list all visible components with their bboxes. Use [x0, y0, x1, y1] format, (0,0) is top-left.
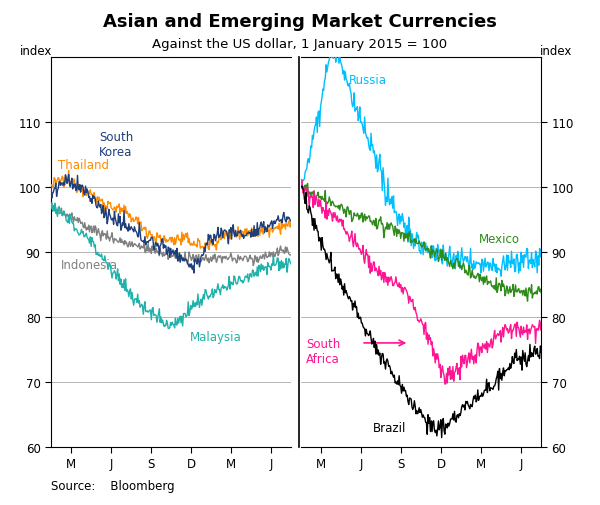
Text: Indonesia: Indonesia — [61, 259, 118, 272]
Text: Asian and Emerging Market Currencies: Asian and Emerging Market Currencies — [103, 13, 497, 31]
Text: Russia: Russia — [349, 74, 387, 87]
Text: South
Korea: South Korea — [99, 130, 133, 158]
Text: Malaysia: Malaysia — [190, 330, 242, 343]
Text: Thailand: Thailand — [58, 158, 109, 171]
Text: Against the US dollar, 1 January 2015 = 100: Against the US dollar, 1 January 2015 = … — [152, 38, 448, 51]
Text: Brazil: Brazil — [373, 421, 407, 434]
Text: Mexico: Mexico — [479, 233, 520, 246]
Text: index: index — [540, 45, 572, 58]
Text: South
Africa: South Africa — [306, 338, 340, 366]
Text: Source:    Bloomberg: Source: Bloomberg — [51, 479, 175, 492]
Text: index: index — [20, 45, 52, 58]
